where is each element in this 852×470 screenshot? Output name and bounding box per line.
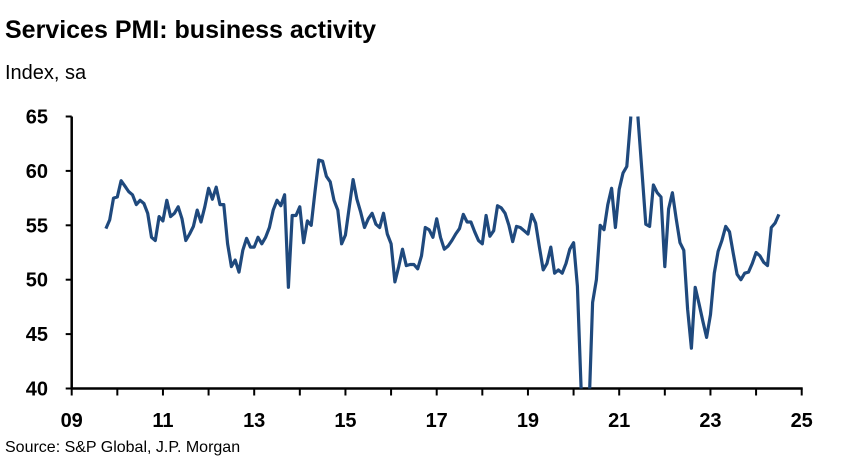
x-tick-label: 17 <box>426 410 448 432</box>
x-tick-label: 19 <box>517 410 539 432</box>
x-tick-label: 09 <box>61 410 83 432</box>
chart-subtitle: Index, sa <box>5 62 87 84</box>
x-tick-label: 25 <box>791 410 813 432</box>
source-note: Source: S&P Global, J.P. Morgan <box>5 439 240 456</box>
y-tick-label: 40 <box>26 379 48 401</box>
y-tick-label: 50 <box>26 270 48 292</box>
x-tick-label: 11 <box>152 410 173 432</box>
x-tick-label: 13 <box>243 410 265 432</box>
y-tick-label: 65 <box>26 107 48 129</box>
x-tick-label: 23 <box>699 410 721 432</box>
y-tick-label: 45 <box>26 324 48 346</box>
y-tick-label: 60 <box>26 161 48 183</box>
y-axis: 40 45 50 55 60 65 <box>26 107 73 401</box>
chart-title: Services PMI: business activity <box>5 16 376 44</box>
y-tick-label: 55 <box>26 215 48 237</box>
series-line <box>104 116 781 389</box>
x-tick-label: 15 <box>334 410 356 432</box>
x-tick-label: 21 <box>608 410 630 432</box>
x-axis: 09 11 13 15 17 19 21 23 25 <box>61 387 813 432</box>
